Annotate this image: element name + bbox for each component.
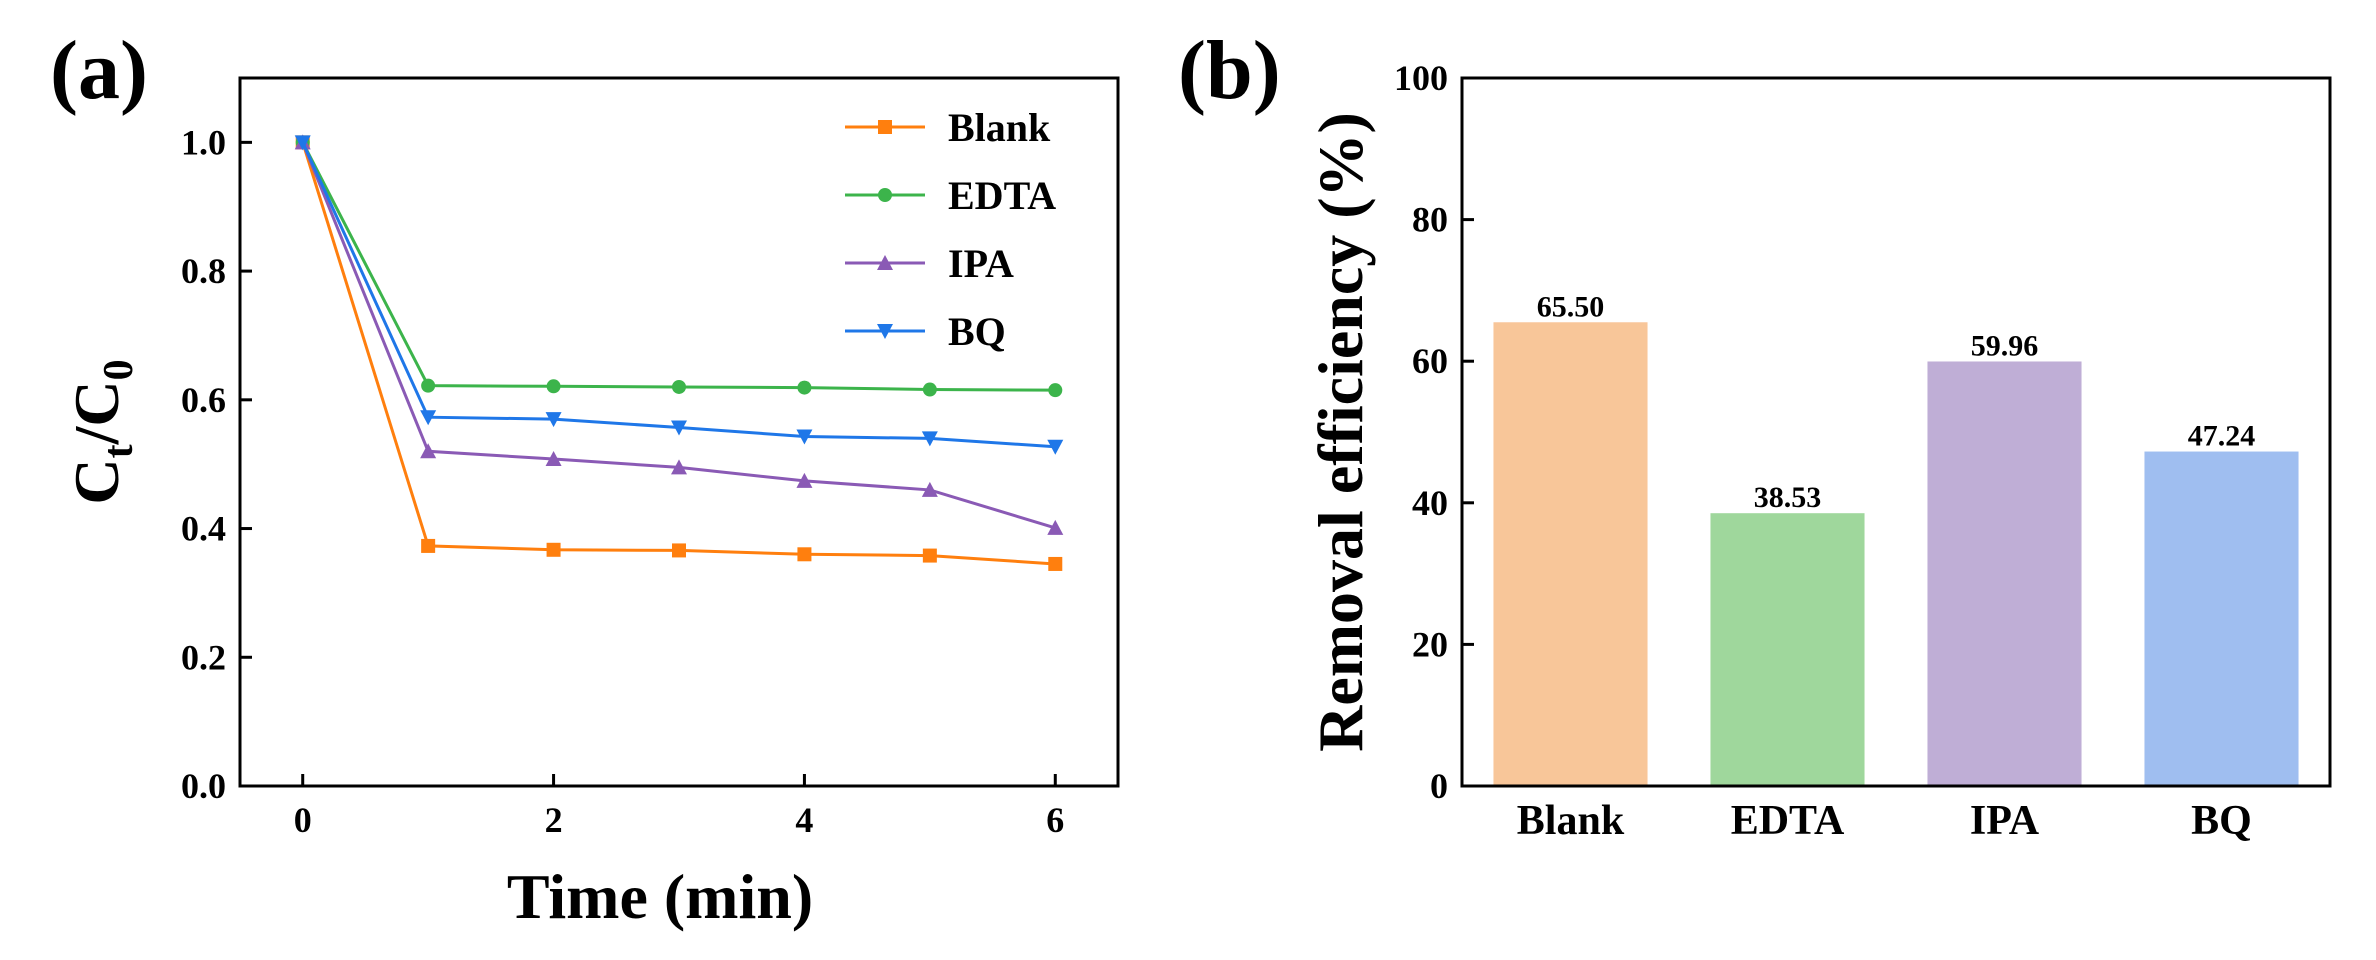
legend-marker [878,188,892,202]
legend-item-bq: BQ [845,309,1006,354]
data-point-bq [294,135,311,151]
data-point-bq [1047,439,1064,455]
data-point-edta [421,378,436,393]
line-chart-y-ticks: 0.0 0.2 0.4 0.6 0.8 1.0 [181,122,252,806]
series-line-blank [301,141,1056,566]
data-point-bq [545,412,562,428]
bar-ipa [1927,361,2082,786]
bar-chart-plot-area: 65.50 38.53 59.96 47.24 [1493,290,2299,786]
data-point-bq [921,431,938,447]
y-tick-label: 0.2 [181,637,226,677]
data-point-edta [922,382,937,397]
y-tick-label: 0.0 [181,766,226,806]
bar-value-label: 47.24 [2188,420,2256,453]
legend-marker [877,255,893,270]
bar-value-label: 65.50 [1537,290,1605,323]
series-bq [294,135,1064,455]
bar-chart-y-axis-title: Removal efficiency (%) [1305,112,1376,752]
category-label: BQ [2191,798,2252,844]
y-tick-label: 0 [1430,766,1448,806]
data-point-blank [421,538,436,553]
legend-item-edta: EDTA [845,173,1056,218]
legend-label: EDTA [948,173,1056,218]
y-tick-label: 0.6 [181,380,226,420]
x-tick-label: 2 [545,800,563,840]
x-tick-label: 0 [294,800,312,840]
data-point-blank [672,543,686,558]
data-point-edta [797,380,812,395]
category-label: Blank [1517,798,1625,844]
bar-chart-y-ticks: 0 20 40 60 80 100 [1394,58,1474,806]
bar-edta [1710,513,1865,786]
legend-label: Blank [948,105,1051,150]
y-tick-label: 100 [1394,58,1448,98]
data-point-ipa [796,472,813,488]
series-line-bq [301,141,1056,449]
legend-marker [877,324,893,339]
data-point-blank [546,542,561,557]
data-point-blank [797,547,812,562]
line-chart-x-ticks: 0 2 4 6 [294,774,1064,840]
data-point-ipa [420,443,437,459]
data-point-bq [420,410,437,426]
y-tick-label: 60 [1412,341,1448,381]
bar-blank [1493,322,1648,786]
data-point-blank [1048,556,1063,571]
legend-label: IPA [948,241,1014,286]
category-label: IPA [1970,798,2040,844]
data-point-ipa [1047,519,1064,535]
data-point-ipa [921,481,938,497]
legend-item-blank: Blank [845,105,1051,150]
bar-value-label: 38.53 [1754,481,1822,514]
panel-a-label: (a) [50,24,148,117]
bar-bq [2144,451,2299,786]
panel-b-label: (b) [1178,24,1281,117]
x-tick-label: 6 [1046,800,1064,840]
bar-value-label: 59.96 [1971,329,2039,362]
data-point-edta [1048,383,1063,398]
data-point-bq [796,429,813,445]
panel-a: (a) 0.0 0.2 0.4 0.6 0.8 1.0 0 2 4 6 Ct/C0 Time (… [50,24,1120,932]
data-point-edta [546,379,561,394]
legend-label: BQ [948,309,1006,354]
bar-chart-frame [1460,76,2332,788]
bar-chart-category-labels: Blank EDTA IPA BQ [1517,798,2252,844]
series-blank [295,135,1063,571]
data-point-bq [671,420,687,436]
legend-item-ipa: IPA [845,241,1014,286]
legend-marker [878,120,892,134]
line-chart-legend: Blank EDTA IPA BQ [845,105,1056,354]
line-chart-plot-area [294,134,1064,571]
y-tick-label: 1.0 [181,122,226,162]
y-tick-label: 40 [1412,483,1448,523]
data-point-ipa [545,451,562,467]
line-chart-y-axis-title: Ct/C0 [61,359,142,504]
panel-b: (b) 65.50 38.53 59.96 47.24 0 20 40 60 80 100 Bl… [1178,24,2332,844]
data-point-edta [672,379,686,394]
x-tick-label: 4 [795,800,813,840]
y-tick-label: 80 [1412,200,1448,240]
y-tick-label: 0.8 [181,251,226,291]
series-line-edta [301,141,1056,392]
line-chart-frame [238,76,1120,788]
line-chart-x-axis-title: Time (min) [507,861,813,932]
y-tick-label: 0.4 [181,509,226,549]
data-point-ipa [671,459,687,475]
y-tick-label: 20 [1412,624,1448,664]
category-label: EDTA [1731,798,1845,844]
data-point-blank [922,548,937,563]
